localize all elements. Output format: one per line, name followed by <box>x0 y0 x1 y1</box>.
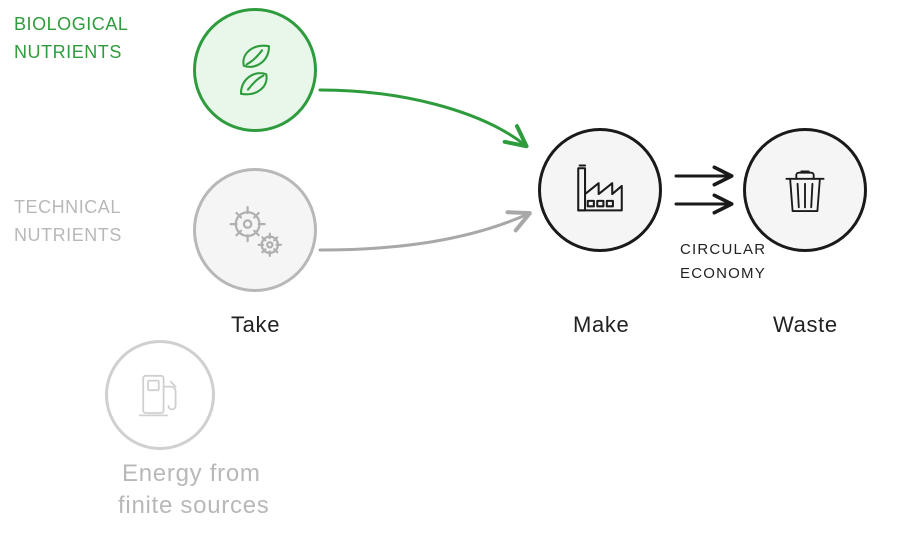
technical-label-line2: NUTRIENTS <box>14 223 122 247</box>
biological-label-line1: BIOLOGICAL <box>14 12 128 36</box>
energy-label-line1: Energy from <box>122 458 261 490</box>
biological-label-line2: NUTRIENTS <box>14 40 122 64</box>
technical-label-line1: TECHNICAL <box>14 195 121 219</box>
diagram-stage: BIOLOGICAL NUTRIENTS TECHNICAL NUTRIENTS… <box>0 0 900 540</box>
make-label: Make <box>573 310 629 340</box>
waste-label: Waste <box>773 310 838 340</box>
take-label: Take <box>231 310 280 340</box>
circular-economy-line1: CIRCULAR <box>680 240 766 260</box>
energy-label-line2: finite sources <box>118 490 269 522</box>
circular-economy-line2: ECONOMY <box>680 264 766 284</box>
